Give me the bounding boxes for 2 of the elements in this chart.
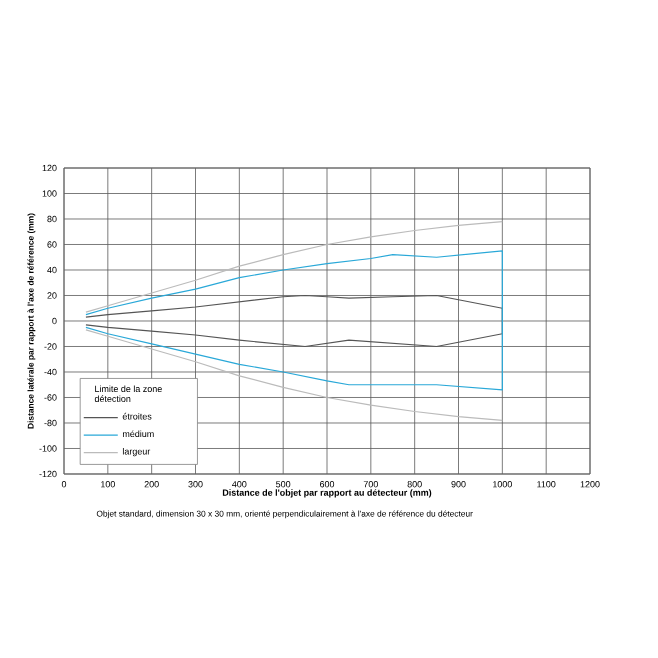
line-series [85,250,503,391]
line-series [85,294,503,348]
